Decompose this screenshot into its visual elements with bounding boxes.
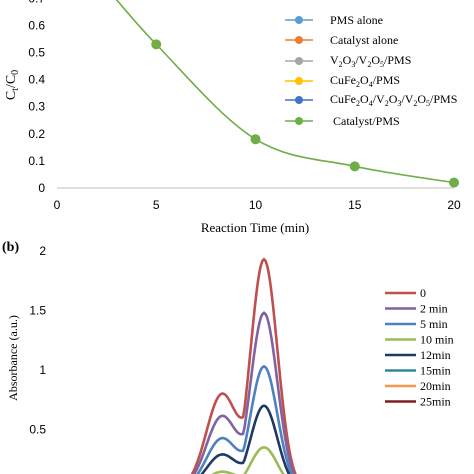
legend-marker	[295, 36, 303, 44]
ylabel-sub-0: 0	[10, 70, 21, 75]
chart-a-series	[115, 0, 459, 188]
spectrum-line	[196, 364, 293, 474]
series-line-catalyst-pms	[115, 0, 455, 184]
legend-item-pms-alone: PMS alone	[285, 13, 383, 27]
ylabel-sub-t: t	[10, 88, 21, 91]
legend-label: 15min	[420, 364, 451, 378]
legend-label: 2 min	[420, 302, 448, 316]
y-tick-label: 0.5	[28, 46, 45, 60]
legend-marker	[295, 16, 303, 24]
chart-a-x-axis-title: Reaction Time (min)	[201, 220, 309, 235]
legend-marker	[295, 117, 303, 125]
chart-a-y-ticks: 0 0.1 0.2 0.3 0.4 0.5 0.6 0.7	[28, 0, 45, 195]
y-tick-label: 0	[38, 181, 45, 195]
legend-marker	[295, 77, 303, 85]
y-tick-label: 0.1	[28, 154, 45, 168]
x-tick-label: 0	[54, 198, 61, 212]
legend-label: 10 min	[420, 333, 454, 347]
chart-b-y-ticks: 0.5 1 1.5 2	[29, 244, 46, 437]
legend-label: 20min	[420, 379, 451, 393]
legend-item-catalyst-alone: Catalyst alone	[285, 33, 398, 47]
x-tick-label: 10	[249, 198, 263, 212]
y-tick-label: 2	[39, 244, 46, 258]
y-tick-label: 0.6	[28, 18, 45, 32]
legend-label-cufe2o4: CuFe2O4/PMS	[330, 73, 400, 89]
spectrum-line	[200, 404, 291, 474]
legend-item-v2o3-v2o5-pms: V2O3/V2O5/PMS	[285, 53, 411, 69]
spectrum-line	[190, 257, 297, 474]
legend-item-catalyst-pms: Catalyst/PMS	[285, 114, 400, 128]
y-tick-label: 0.4	[28, 73, 45, 87]
y-tick-label: 1	[39, 363, 46, 377]
x-tick-label: 20	[447, 198, 461, 212]
chart-b-panel-label: (b)	[2, 240, 19, 255]
legend-marker	[295, 96, 303, 104]
legend-label-cufe2o4-v2o3: CuFe2O4/V2O3/V2O5/PMS	[330, 92, 457, 108]
ylabel-c: C	[4, 91, 19, 100]
chart-b-series	[190, 257, 297, 474]
spectrum-line	[211, 446, 285, 474]
data-point	[449, 177, 459, 188]
legend-label-v2o3: V2O3/V2O5/PMS	[330, 53, 411, 69]
y-tick-label: 0.3	[28, 100, 45, 114]
y-tick-label: 1.5	[29, 304, 46, 318]
x-tick-label: 5	[153, 198, 160, 212]
ylabel-slash: /C	[4, 75, 19, 88]
chart-a-y-axis-title: Ct/C0	[4, 70, 21, 100]
legend-label: PMS alone	[330, 13, 383, 27]
y-tick-label: 0.7	[28, 0, 45, 5]
legend-item-cufe2o4-pms: CuFe2O4/PMS	[285, 73, 400, 89]
data-point	[151, 39, 162, 50]
legend-label: Catalyst/PMS	[333, 114, 400, 128]
chart-a-x-ticks: 0 5 10 15 20	[54, 198, 461, 212]
legend-marker	[295, 57, 303, 65]
chart-a-legend: PMS alone Catalyst alone V2O3/V2O5/PMS C…	[285, 13, 457, 128]
y-tick-label: 0.5	[29, 423, 46, 437]
data-point	[349, 161, 360, 172]
chart-b-y-axis-title: Absorbance (a.u.)	[6, 315, 20, 401]
legend-label: 25min	[420, 395, 451, 409]
legend-item-cufe2o4-v2o3-v2o5-pms: CuFe2O4/V2O3/V2O5/PMS	[285, 92, 457, 108]
chart-a: 0 0.1 0.2 0.3 0.4 0.5 0.6 0.7 0 5 10 15 20 Reaction…	[4, 0, 461, 235]
y-tick-label: 0.2	[28, 127, 45, 141]
spectrum-line	[192, 311, 296, 474]
x-tick-label: 15	[348, 198, 362, 212]
legend-label: Catalyst alone	[330, 33, 398, 47]
legend-label: 12min	[420, 348, 451, 362]
data-point	[250, 134, 261, 145]
legend-label: 0	[420, 286, 426, 300]
legend-label: 5 min	[420, 317, 448, 331]
